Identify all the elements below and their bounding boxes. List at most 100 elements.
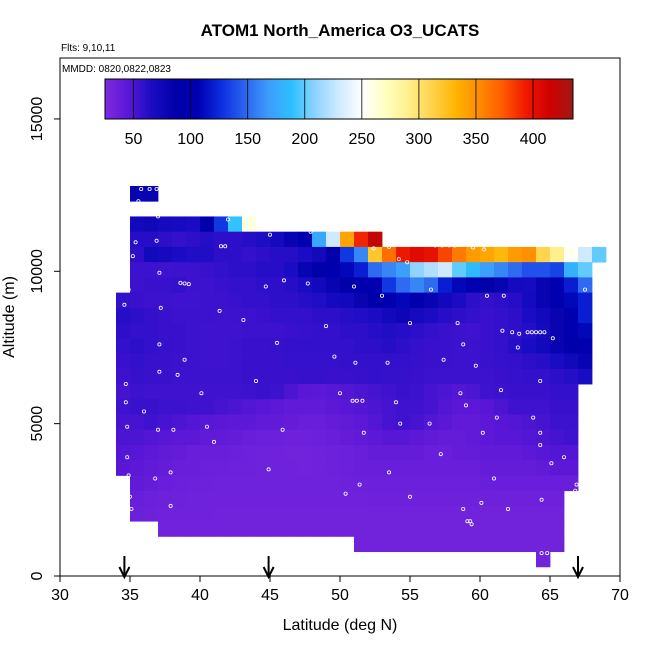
heatmap-cell [536, 460, 551, 476]
heatmap-cell [382, 460, 397, 476]
x-axis-ticks: 30 35 40 45 50 55 60 65 70 [51, 576, 629, 604]
heatmap-cell [550, 490, 565, 507]
heatmap-cell [494, 338, 509, 354]
heatmap-cell [200, 292, 215, 309]
heatmap-cell [522, 490, 537, 507]
heatmap-cell [158, 216, 173, 233]
heatmap-cell [480, 505, 495, 522]
heatmap-cell [312, 460, 327, 476]
colorbar-tick-label: 350 [463, 131, 490, 148]
heatmap-cell [326, 277, 341, 294]
heatmap-cell [424, 490, 439, 507]
heatmap-cell [340, 384, 355, 400]
heatmap-cell [284, 368, 299, 385]
heatmap-cell [284, 277, 299, 294]
heatmap-cell [242, 277, 257, 294]
heatmap-cell [522, 292, 537, 309]
heatmap-cell [256, 384, 271, 400]
heatmap-cell [130, 490, 145, 507]
heatmap-cell [368, 292, 383, 309]
heatmap-cell [354, 368, 369, 385]
heatmap-cell [494, 399, 509, 415]
colorbar-tick-label: 250 [348, 131, 375, 148]
heatmap-cell [130, 475, 145, 492]
heatmap-cell [452, 246, 467, 263]
heatmap-cell [578, 338, 593, 354]
heatmap-cell [130, 368, 145, 385]
sample-point [447, 243, 452, 248]
heatmap-cell [298, 292, 313, 309]
heatmap-cell [452, 536, 467, 553]
heatmap-cell [536, 505, 551, 522]
heatmap-cell [312, 246, 327, 263]
sample-point [549, 461, 554, 466]
sample-point [323, 324, 328, 329]
heatmap-cell [396, 460, 411, 476]
x-tick-label: 70 [611, 587, 629, 604]
heatmap-cell [508, 262, 523, 278]
heatmap-cell [368, 323, 383, 339]
sample-point [455, 321, 460, 326]
heatmap-cell [438, 338, 453, 354]
chart-title: ATOM1 North_America O3_UCATS [201, 21, 480, 40]
heatmap-cell [522, 444, 537, 461]
heatmap-cell [326, 490, 341, 507]
heatmap-cell [368, 384, 383, 400]
heatmap-cell [354, 505, 369, 522]
heatmap-cell [312, 444, 327, 461]
heatmap-cell [522, 353, 537, 370]
sample-point [217, 308, 222, 313]
heatmap-cell [480, 490, 495, 507]
heatmap-cell [214, 262, 229, 278]
heatmap-cell [326, 399, 341, 415]
heatmap-cell [508, 353, 523, 370]
sample-point [199, 391, 204, 396]
heatmap-cell [382, 338, 397, 354]
heatmap-cell [186, 429, 201, 446]
heatmap-cell [298, 323, 313, 339]
heatmap-cell [466, 505, 481, 522]
heatmap-cell [578, 353, 593, 370]
heatmap-cell [438, 521, 453, 537]
heatmap-cell [270, 262, 285, 278]
heatmap-cell [536, 368, 551, 385]
heatmap-cell [340, 490, 355, 507]
heatmap-cell [228, 292, 243, 309]
heatmap-cell [410, 444, 425, 461]
heatmap-cell [550, 475, 565, 492]
heatmap-cell [214, 399, 229, 415]
heatmap-cell [214, 292, 229, 309]
colorbar-tick-label: 50 [125, 131, 143, 148]
heatmap-cell [186, 414, 201, 431]
sample-point [130, 254, 135, 259]
heatmap-cell [340, 323, 355, 339]
x-tick-label: 55 [401, 587, 419, 604]
sample-point [204, 424, 209, 429]
sample-point [482, 247, 487, 252]
heatmap-cell [354, 490, 369, 507]
sample-point [122, 302, 127, 307]
heatmap-cell [354, 536, 369, 553]
heatmap-cell [424, 475, 439, 492]
heatmap-cell [186, 444, 201, 461]
heatmap-cell [172, 429, 187, 446]
heatmap-cell [494, 353, 509, 370]
heatmap-cell [396, 536, 411, 553]
heatmap-cell [270, 399, 285, 415]
heatmap-cell [186, 490, 201, 507]
sample-point [583, 287, 588, 292]
heatmap-cell [424, 277, 439, 294]
heatmap-cell [564, 384, 579, 400]
heatmap-cell [466, 262, 481, 278]
heatmap-cell [592, 246, 607, 263]
heatmap-cell [312, 231, 327, 248]
sample-point [479, 500, 484, 505]
sample-point [353, 360, 358, 365]
heatmap-cell [340, 444, 355, 461]
heatmap-cell [284, 399, 299, 415]
heatmap-cell [480, 384, 495, 400]
heatmap-cell [494, 307, 509, 324]
heatmap-cell [368, 414, 383, 431]
sample-point [125, 424, 130, 429]
heatmap-cell [396, 490, 411, 507]
